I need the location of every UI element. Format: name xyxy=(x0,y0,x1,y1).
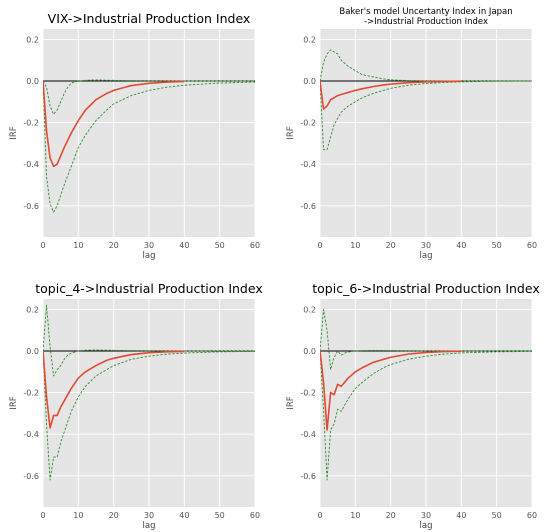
x-tick-label: 40 xyxy=(456,511,466,520)
x-tick-label: 30 xyxy=(144,511,154,520)
y-tick-label: 0.0 xyxy=(303,347,316,356)
irf-line xyxy=(320,350,462,431)
y-tick-label: -0.4 xyxy=(300,160,316,169)
y-tick-label: -0.6 xyxy=(300,472,316,481)
y-axis-label: IRF xyxy=(9,396,19,409)
y-tick-label: 0.0 xyxy=(26,77,39,86)
x-axis-label: lag xyxy=(420,251,433,261)
lower-band-line xyxy=(43,350,255,481)
x-tick-label: 60 xyxy=(250,511,260,520)
y-tick-label: -0.2 xyxy=(300,389,316,398)
y-tick-label: -0.2 xyxy=(23,389,39,398)
irf-line xyxy=(43,350,185,429)
x-tick-label: 10 xyxy=(350,241,360,250)
y-tick-label: -0.4 xyxy=(23,430,39,439)
x-tick-label: 50 xyxy=(492,241,502,250)
x-tick-label: 60 xyxy=(527,241,537,250)
chart-panel-4: 0 10 20 30 40 50 60 -0.6 -0.4 -0.2 0.0 0.2 lag IRF top… xyxy=(286,281,540,531)
upper-band-line xyxy=(43,79,255,115)
chart-title-line2: ->Industrial Production Index xyxy=(364,17,488,27)
x-tick-label: 50 xyxy=(492,511,502,520)
chart-panel-1: 0 10 20 30 40 50 60 -0.6 -0.4 -0.2 0.0 0.2 lag IRF VIX… xyxy=(9,11,260,261)
y-tick-label: -0.2 xyxy=(300,119,316,128)
x-tick-label: 30 xyxy=(421,511,431,520)
y-tick-label: -0.6 xyxy=(23,472,39,481)
x-axis-label: lag xyxy=(420,521,433,531)
irf-line xyxy=(320,80,462,110)
x-tick-label: 50 xyxy=(215,241,225,250)
upper-band-line xyxy=(320,308,532,371)
y-tick-label: 0.0 xyxy=(26,347,39,356)
x-tick-label: 0 xyxy=(40,511,45,520)
x-tick-label: 10 xyxy=(73,511,83,520)
y-tick-label: 0.2 xyxy=(303,35,316,44)
x-tick-label: 20 xyxy=(109,241,119,250)
x-tick-label: 40 xyxy=(179,241,189,250)
x-tick-label: 60 xyxy=(527,511,537,520)
y-tick-label: -0.4 xyxy=(23,160,39,169)
y-tick-label: -0.4 xyxy=(300,430,316,439)
chart-panel-2: 0 10 20 30 40 50 60 -0.6 -0.4 -0.2 0.0 0.2 lag IRF Bak… xyxy=(286,7,537,261)
y-axis-label: IRF xyxy=(9,126,19,139)
y-tick-label: -0.6 xyxy=(23,202,39,211)
y-axis-label: IRF xyxy=(286,396,296,409)
y-tick-label: 0.0 xyxy=(303,77,316,86)
lower-band-line xyxy=(43,80,255,213)
lower-band-line xyxy=(320,80,532,151)
x-tick-label: 10 xyxy=(350,511,360,520)
y-tick-label: -0.6 xyxy=(300,202,316,211)
irf-line xyxy=(43,80,185,168)
y-tick-label: -0.2 xyxy=(23,119,39,128)
x-tick-label: 20 xyxy=(109,511,119,520)
x-tick-label: 30 xyxy=(421,241,431,250)
chart-title: topic_4->Industrial Production Index xyxy=(35,281,263,296)
x-tick-label: 0 xyxy=(317,511,322,520)
x-tick-label: 40 xyxy=(456,241,466,250)
x-tick-label: 50 xyxy=(215,511,225,520)
chart-title: Baker's model Uncertanty Index in Japan xyxy=(339,7,512,17)
y-tick-label: 0.2 xyxy=(26,35,39,44)
x-tick-label: 30 xyxy=(144,241,154,250)
x-tick-label: 0 xyxy=(40,241,45,250)
chart-panel-3: 0 10 20 30 40 50 60 -0.6 -0.4 -0.2 0.0 0.2 lag IRF top… xyxy=(9,281,263,531)
x-tick-label: 10 xyxy=(73,241,83,250)
chart-title: VIX->Industrial Production Index xyxy=(48,11,251,26)
y-axis-label: IRF xyxy=(286,126,296,139)
y-tick-label: 0.2 xyxy=(26,305,39,314)
chart-title: topic_6->Industrial Production Index xyxy=(312,281,540,296)
upper-band-line xyxy=(43,304,255,377)
lower-band-line xyxy=(320,350,532,481)
x-axis-label: lag xyxy=(143,251,156,261)
x-tick-label: 0 xyxy=(317,241,322,250)
x-tick-label: 20 xyxy=(386,511,396,520)
x-axis-label: lag xyxy=(143,521,156,531)
x-tick-label: 60 xyxy=(250,241,260,250)
y-tick-label: 0.2 xyxy=(303,305,316,314)
x-tick-label: 20 xyxy=(386,241,396,250)
x-tick-label: 40 xyxy=(179,511,189,520)
